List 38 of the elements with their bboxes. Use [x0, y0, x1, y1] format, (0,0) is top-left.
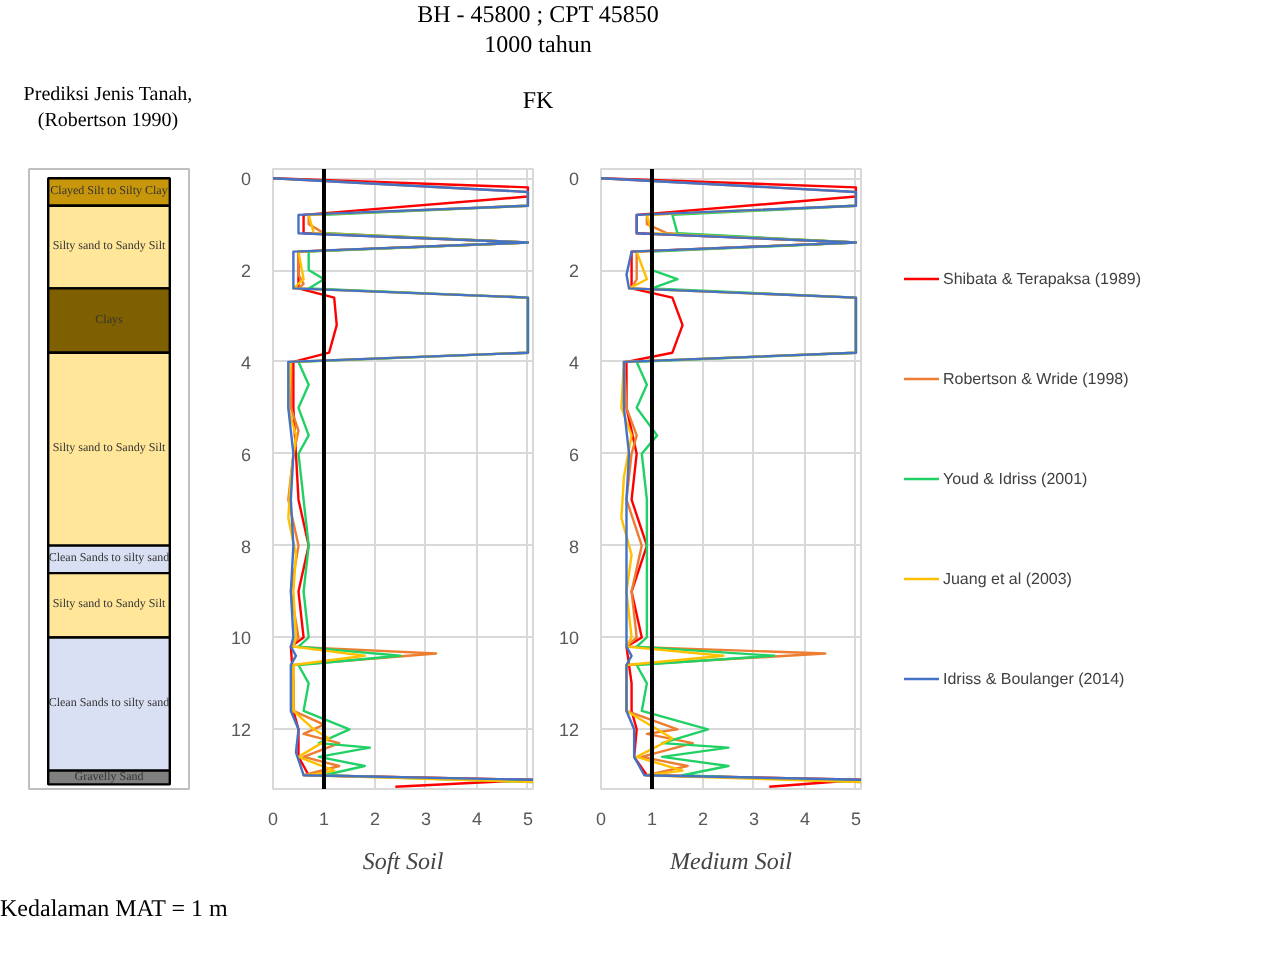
y-tick-label: 0: [568, 169, 580, 190]
chart-title: BH - 45800 ; CPT 45850: [417, 0, 659, 28]
y-tick-label: 4: [568, 352, 580, 373]
x-tick-label: 3: [748, 809, 759, 829]
legend-label: Idriss & Boulanger (2014): [942, 669, 1125, 687]
chart-title: Prediksi Jenis Tanah, (Robertson 1990): [21, 84, 195, 134]
x-tick-label: 0: [267, 809, 279, 829]
y-tick-label: 8: [568, 536, 580, 557]
x-tick-label: 1: [318, 809, 330, 829]
legend-label: Youd & Idriss (2001): [942, 469, 1088, 487]
text: FK: [520, 86, 556, 116]
x-tick-label: 4: [799, 809, 810, 829]
x-tick-label: 2: [369, 809, 380, 829]
x-tick-label: 1: [646, 809, 658, 829]
y-tick-label: 10: [558, 628, 580, 649]
legend-label: Juang et al (2003): [942, 569, 1072, 587]
y-tick-label: 10: [230, 628, 252, 649]
x-tick-label: 5: [522, 809, 533, 829]
y-tick-label: 4: [240, 352, 252, 373]
x-tick-label: 5: [850, 809, 861, 829]
y-tick-label: 12: [558, 720, 580, 741]
legend-label: Shibata & Terapaksa (1989): [942, 269, 1142, 287]
chart-subtitle: 1000 tahun: [484, 30, 592, 58]
y-tick-label: 2: [240, 261, 252, 282]
y-tick-label: 6: [568, 444, 580, 465]
y-tick-label: 8: [240, 536, 252, 557]
x-tick-label: 3: [420, 809, 431, 829]
x-tick-label: 2: [697, 809, 708, 829]
text: Kedalaman MAT = 1 m: [0, 894, 230, 924]
x-tick-label: 4: [471, 809, 482, 829]
x-axis-title: Soft Soil: [362, 847, 445, 875]
y-tick-label: 12: [230, 720, 252, 741]
y-tick-label: 2: [568, 261, 580, 282]
y-tick-label: 6: [240, 444, 252, 465]
x-axis-title: Medium Soil: [668, 847, 794, 875]
y-tick-label: 0: [240, 169, 252, 190]
legend-label: Robertson & Wride (1998): [942, 369, 1129, 387]
x-tick-label: 0: [595, 809, 607, 829]
